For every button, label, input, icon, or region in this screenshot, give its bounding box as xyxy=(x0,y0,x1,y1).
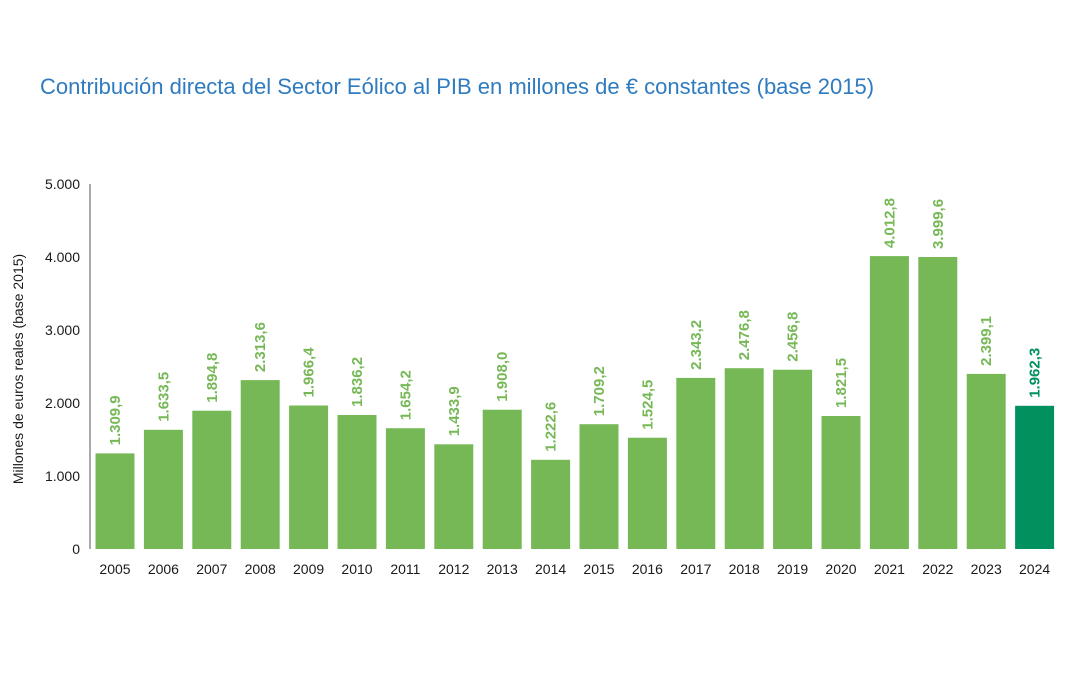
x-tick-label: 2008 xyxy=(245,561,276,577)
y-tick-label: 0 xyxy=(72,541,80,557)
bar-2024 xyxy=(1015,405,1055,549)
x-tick-label: 2017 xyxy=(680,561,711,577)
data-label-2018: 2.476,8 xyxy=(736,310,753,360)
data-label-2015: 1.709,2 xyxy=(591,366,608,416)
bar-2006 xyxy=(143,429,183,549)
bar-2019 xyxy=(773,369,813,549)
x-tick-label: 2019 xyxy=(777,561,808,577)
data-label-2009: 1.966,4 xyxy=(301,347,318,398)
y-tick-label: 1.000 xyxy=(45,468,80,484)
bar-2015 xyxy=(579,424,619,549)
y-tick-label: 3.000 xyxy=(45,322,80,338)
y-tick-label: 4.000 xyxy=(45,249,80,265)
x-ticks: 2005 2006 2007 2008 2009 2010 2011 2012 2013 2014… xyxy=(99,561,1050,577)
data-label-2010: 1.836,2 xyxy=(349,357,366,407)
x-tick-label: 2015 xyxy=(583,561,614,577)
x-tick-label: 2020 xyxy=(825,561,856,577)
data-label-2024: 1.962,3 xyxy=(1027,348,1044,398)
bar-2017 xyxy=(676,377,716,549)
bar-2005 xyxy=(95,453,135,549)
x-tick-label: 2023 xyxy=(971,561,1002,577)
bar-2022 xyxy=(918,257,958,549)
y-tick-label: 2.000 xyxy=(45,395,80,411)
x-tick-label: 2010 xyxy=(341,561,372,577)
data-label-2021: 4.012,8 xyxy=(881,198,898,248)
x-tick-label: 2018 xyxy=(729,561,760,577)
data-label-2005: 1.309,9 xyxy=(107,395,124,445)
bar-2013 xyxy=(482,409,522,549)
data-label-2006: 1.633,5 xyxy=(155,372,172,422)
bar-2023 xyxy=(966,373,1006,549)
bar-2008 xyxy=(240,380,280,549)
bar-2016 xyxy=(627,437,667,549)
data-label-2023: 2.399,1 xyxy=(978,316,995,366)
data-label-2012: 1.433,9 xyxy=(446,386,463,436)
data-label-2013: 1.908,0 xyxy=(494,352,511,402)
y-axis-title: Millones de euros reales (base 2015) xyxy=(10,254,26,484)
x-tick-label: 2022 xyxy=(922,561,953,577)
bar-2009 xyxy=(289,405,329,549)
bars xyxy=(95,256,1055,549)
x-tick-label: 2007 xyxy=(196,561,227,577)
bar-2014 xyxy=(531,459,571,549)
y-tick-label: 5.000 xyxy=(45,176,80,192)
data-label-2019: 2.456,8 xyxy=(785,312,802,362)
data-label-2017: 2.343,2 xyxy=(688,320,705,370)
y-axis-title-group: Millones de euros reales (base 2015) xyxy=(10,254,26,484)
bar-2018 xyxy=(724,368,764,549)
x-tick-label: 2013 xyxy=(487,561,518,577)
x-tick-label: 2016 xyxy=(632,561,663,577)
x-tick-label: 2009 xyxy=(293,561,324,577)
data-label-2014: 1.222,6 xyxy=(543,402,560,452)
data-label-2016: 1.524,5 xyxy=(639,380,656,430)
data-labels: 1.309,9 1.633,5 1.894,8 2.313,6 1.966,4 1.836… xyxy=(107,198,1044,452)
bar-2012 xyxy=(434,444,474,549)
bar-2020 xyxy=(821,416,861,549)
x-tick-label: 2011 xyxy=(390,561,420,577)
x-tick-label: 2006 xyxy=(148,561,179,577)
x-tick-label: 2012 xyxy=(438,561,469,577)
data-label-2011: 1.654,2 xyxy=(397,370,414,420)
data-label-2020: 1.821,5 xyxy=(833,358,850,408)
data-label-2007: 1.894,8 xyxy=(204,353,221,403)
bar-2021 xyxy=(869,256,909,549)
x-tick-label: 2024 xyxy=(1019,561,1050,577)
bar-2010 xyxy=(337,415,377,549)
data-label-2008: 2.313,6 xyxy=(252,322,269,372)
data-label-2022: 3.999,6 xyxy=(930,199,947,249)
x-tick-label: 2005 xyxy=(99,561,130,577)
chart-title: Contribución directa del Sector Eólico a… xyxy=(40,74,875,99)
bar-2011 xyxy=(385,428,425,549)
x-tick-label: 2014 xyxy=(535,561,566,577)
y-ticks: 0 1.000 2.000 3.000 4.000 5.000 xyxy=(45,176,80,557)
bar-2007 xyxy=(192,410,232,549)
x-tick-label: 2021 xyxy=(874,561,905,577)
